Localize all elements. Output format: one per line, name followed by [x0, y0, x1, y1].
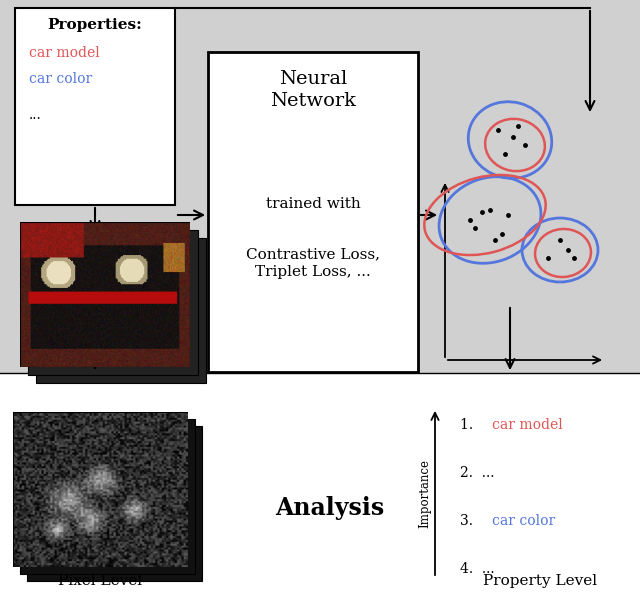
Text: Properties:: Properties:: [47, 18, 142, 32]
Bar: [28, 230, 198, 375]
Text: Property Level: Property Level: [483, 574, 597, 588]
Text: car color: car color: [492, 514, 556, 528]
Bar: [0, 373, 640, 608]
Bar: [20, 419, 195, 574]
Bar: [15, 8, 175, 205]
Text: Pixel Level: Pixel Level: [58, 574, 142, 588]
Text: Neural
Network: Neural Network: [270, 70, 356, 110]
Text: 4.  ...: 4. ...: [460, 562, 495, 576]
Text: car model: car model: [492, 418, 563, 432]
Text: 2.  ...: 2. ...: [460, 466, 495, 480]
Text: 3.: 3.: [460, 514, 482, 528]
Text: Contrastive Loss,
Triplet Loss, ...: Contrastive Loss, Triplet Loss, ...: [246, 247, 380, 280]
Bar: [27, 426, 202, 581]
Text: Analysis: Analysis: [275, 496, 385, 520]
Text: 1.: 1.: [460, 418, 482, 432]
Bar: [208, 52, 418, 372]
Text: Importance: Importance: [419, 458, 431, 528]
Bar: [36, 238, 206, 383]
Text: car color: car color: [29, 72, 92, 86]
Text: ...: ...: [29, 108, 42, 122]
Bar: [0, 0, 640, 373]
Text: car model: car model: [29, 46, 100, 60]
Text: trained with: trained with: [266, 197, 360, 211]
